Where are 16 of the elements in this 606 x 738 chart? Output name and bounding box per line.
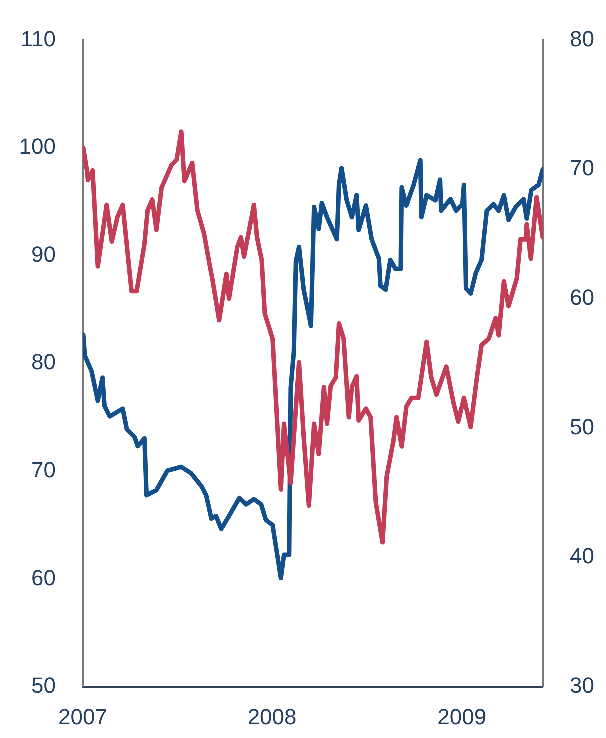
y-tick-label: 70 (32, 457, 56, 482)
y-tick-label: 110 (20, 26, 56, 52)
x-tick-label: 2009 (438, 704, 487, 730)
x-tick-label: 2007 (58, 704, 108, 730)
y2-tick-label: 30 (570, 673, 594, 698)
y2-tick-label: 50 (570, 414, 594, 440)
y-tick-label: 100 (19, 134, 56, 160)
y2-tick-label: 70 (570, 156, 594, 181)
y-tick-label: 90 (32, 242, 56, 267)
y2-tick-label: 60 (570, 284, 594, 310)
y-tick-label: 80 (32, 350, 56, 375)
x-tick-label: 2008 (248, 704, 297, 730)
y2-tick-label: 40 (570, 544, 594, 569)
y-tick-label: 60 (32, 565, 56, 590)
y-tick-label: 50 (32, 673, 56, 698)
y2-tick-label: 80 (570, 26, 594, 52)
